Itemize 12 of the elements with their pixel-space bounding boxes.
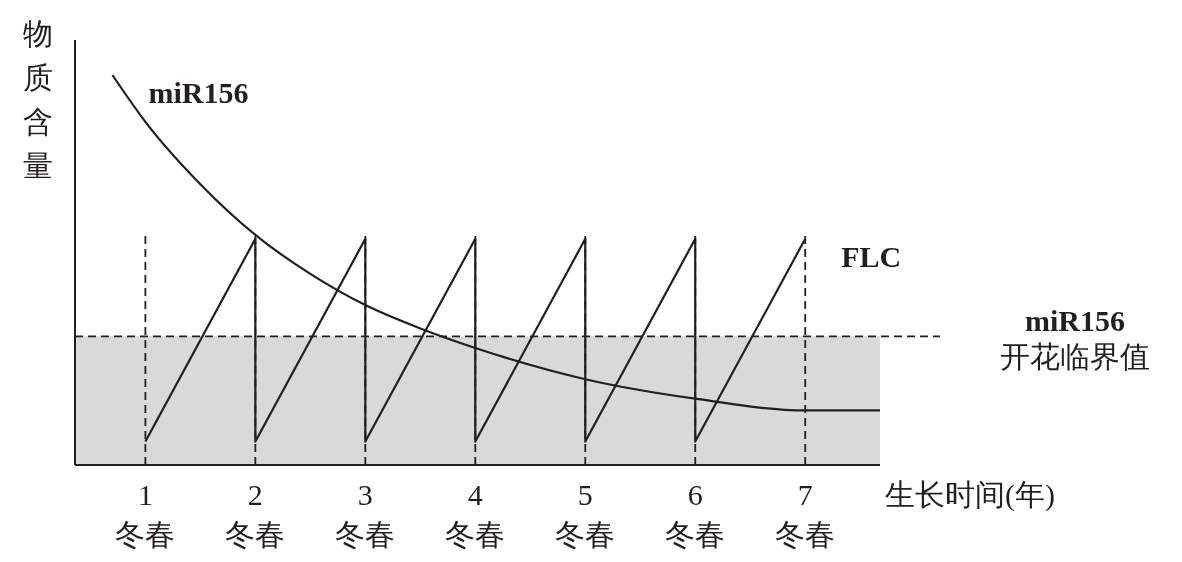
x-tick-label: 4 冬春 (445, 478, 506, 551)
ref-line-label: miR156 开花临界值 (1000, 304, 1150, 374)
x-tick-label: 6 冬春 (665, 478, 726, 551)
series-label: FLC (841, 239, 902, 273)
x-tick-label: 3 冬春 (335, 478, 396, 551)
x-tick-label: 7 冬春 (775, 478, 836, 551)
x-tick-label: 5 冬春 (555, 478, 616, 551)
y-axis-title: 物质含量 (23, 17, 53, 182)
x-tick-label: 1 冬春 (115, 478, 176, 551)
series-label: miR156 (148, 76, 249, 109)
x-tick-label: 2 冬春 (225, 478, 286, 551)
x-axis-title: 生长时间(年) (885, 478, 1055, 512)
